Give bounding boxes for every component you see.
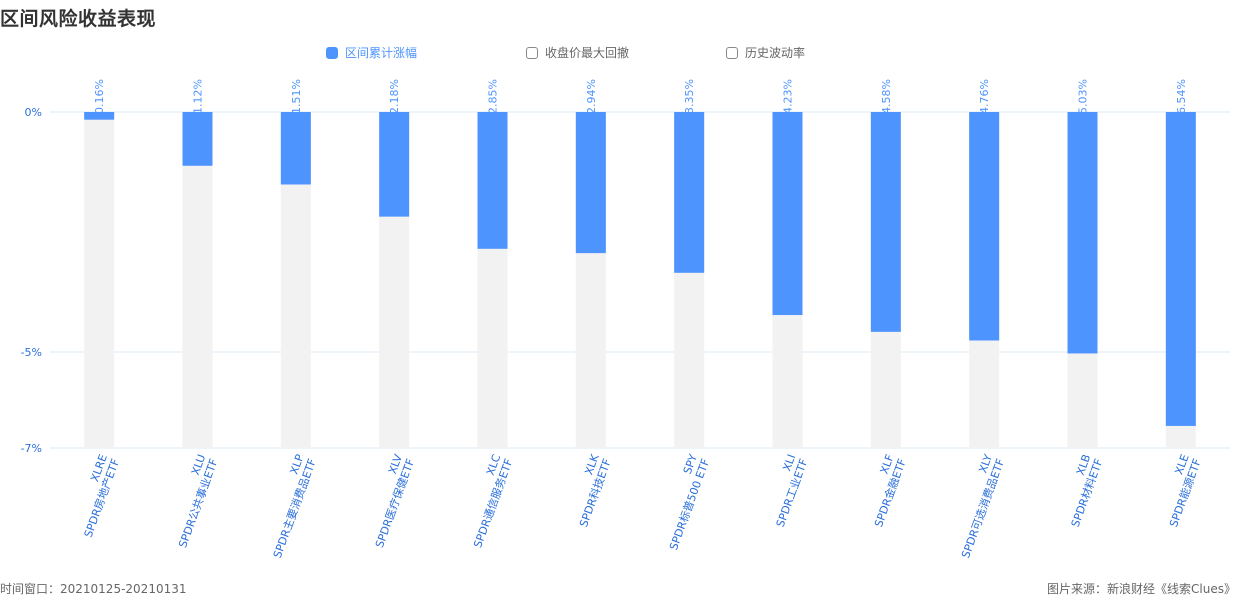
bar xyxy=(772,112,803,316)
bar xyxy=(84,112,115,120)
data-label: -5.03% xyxy=(1077,79,1090,118)
bar xyxy=(379,112,410,217)
x-tick-label: XLKSPDR科技ETF xyxy=(565,452,614,529)
legend-item-cumulative-return[interactable]: 区间累计涨幅 xyxy=(326,44,417,61)
bar xyxy=(969,112,1000,341)
data-label: -2.85% xyxy=(487,79,500,118)
bar xyxy=(575,112,606,254)
x-tick-label: XLPSPDR主要消费品ETF xyxy=(259,452,319,560)
x-tick-label: XLBSPDR材料ETF xyxy=(1057,453,1106,529)
legend-checkbox-icon xyxy=(526,46,538,59)
legend-label: 历史波动率 xyxy=(745,46,806,60)
bar xyxy=(182,112,213,166)
bar-background xyxy=(84,112,115,448)
bar xyxy=(1165,112,1196,426)
legend-checkbox-icon xyxy=(726,46,738,59)
x-tick-label: XLESPDR能源ETF xyxy=(1155,453,1204,529)
x-tick-label: XLVSPDR医疗保健ETF xyxy=(361,452,418,549)
data-label: -1.51% xyxy=(290,79,303,118)
data-label: -4.58% xyxy=(880,79,893,118)
bar-background xyxy=(182,112,213,448)
y-tick-label: 0% xyxy=(25,106,42,119)
x-tick-label: XLRESPDR房地产ETF xyxy=(69,453,122,540)
data-label: -4.23% xyxy=(782,79,795,118)
legend-swatch-icon xyxy=(326,46,338,59)
data-label: -6.54% xyxy=(1175,79,1188,118)
legend-label: 区间累计涨幅 xyxy=(345,46,418,60)
x-tick-label: SPYSPDR标普500 ETF xyxy=(655,452,712,552)
bar xyxy=(870,112,901,332)
x-tick-label: XLUSPDR公共事业ETF xyxy=(164,453,220,550)
data-label: -0.16% xyxy=(93,79,106,118)
chart-title: 区间风险收益表现 xyxy=(0,8,157,30)
x-tick-label: XLISPDR工业ETF xyxy=(762,453,811,529)
legend-label: 收盘价最大回撤 xyxy=(545,46,630,60)
bar xyxy=(477,112,508,249)
y-tick-label: -5% xyxy=(21,346,42,359)
x-tick-label: XLCSPDR通信服务ETF xyxy=(459,452,516,549)
x-tick-label: XLFSPDR金融ETF xyxy=(860,453,909,529)
data-label: -2.18% xyxy=(388,79,401,118)
data-label: -2.94% xyxy=(585,79,598,118)
chart-legend: 区间累计涨幅 收盘价最大回撤 历史波动率 xyxy=(0,44,1240,64)
y-tick-label: -7% xyxy=(21,442,42,455)
legend-item-volatility[interactable]: 历史波动率 xyxy=(726,44,805,61)
data-label: -4.76% xyxy=(978,79,991,118)
data-label: -1.12% xyxy=(192,79,205,118)
x-tick-label: XLYSPDR可选消费品ETF xyxy=(947,452,1007,560)
data-label: -3.35% xyxy=(683,79,696,118)
bar xyxy=(674,112,705,273)
bar xyxy=(1067,112,1098,354)
bar xyxy=(280,112,311,185)
image-source-note: 图片来源：新浪财经《线索Clues》 xyxy=(1047,582,1236,596)
time-window-note: 时间窗口：20210125-20210131 xyxy=(0,582,187,596)
legend-item-max-drawdown[interactable]: 收盘价最大回撤 xyxy=(526,44,629,61)
